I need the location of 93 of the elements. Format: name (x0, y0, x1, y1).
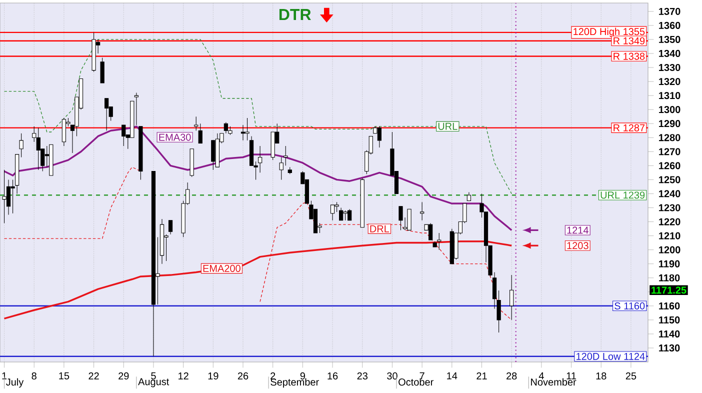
x-tick-label: 21 (476, 372, 487, 380)
y-tick-label: 1210 (659, 232, 680, 240)
x-tick-label: 29 (118, 372, 129, 380)
series-label: EMA30 (159, 134, 191, 141)
x-tick-label: 23 (357, 372, 368, 380)
y-tick-label: 1360 (659, 22, 680, 29)
candlestick (510, 274, 514, 320)
annotation: 1214 (567, 226, 588, 234)
ref-line-label: R 1287 (614, 124, 645, 132)
candlestick (194, 116, 198, 131)
x-tick-label: 19 (208, 372, 218, 380)
x-tick-label: 28 (506, 372, 517, 380)
candlestick (330, 204, 335, 221)
candlestick (343, 210, 348, 221)
candlestick (279, 156, 284, 180)
series-label: URL (438, 122, 458, 130)
candlestick (6, 179, 11, 216)
y-tick-label: 1350 (659, 36, 680, 43)
ref-line-label: 120D Low 1124 (576, 352, 645, 360)
candlestick (398, 206, 403, 230)
series-label: DRL (370, 225, 390, 232)
text: September (270, 378, 319, 388)
ref-line-label: R 1338 (614, 52, 645, 60)
ref-line-label: URL 1239 (600, 192, 645, 199)
y-tick-label: 1340 (659, 50, 680, 58)
candlestick (104, 98, 109, 131)
x-tick-label: 7 (420, 372, 424, 380)
candlestick (36, 128, 40, 170)
text: August (138, 378, 170, 388)
chart-title: DTR (279, 9, 311, 20)
candlestick (2, 170, 6, 224)
y-tick-label: 1280 (659, 134, 680, 142)
x-tick-label: 5 (151, 372, 156, 380)
y-tick-label: 1370 (659, 8, 680, 15)
y-tick-label: 1300 (659, 106, 680, 114)
y-tick-label: 1220 (659, 218, 680, 226)
candlestick (198, 123, 202, 144)
y-tick-label: 1230 (659, 204, 680, 212)
y-tick-label: 1180 (659, 274, 680, 282)
candlestick (377, 126, 382, 148)
candlestick (240, 124, 246, 141)
candlestick (168, 220, 173, 235)
y-tick-label: 1150 (659, 316, 680, 324)
candlestick (339, 207, 344, 221)
x-tick-label: 11 (566, 372, 576, 380)
y-tick-label: 1320 (659, 78, 680, 86)
x-tick-label: 16 (328, 372, 338, 380)
candlestick (62, 118, 66, 146)
candlestick (122, 124, 126, 146)
x-tick-label: 26 (238, 372, 248, 380)
candlestick (211, 140, 216, 170)
y-tick-label: 1240 (659, 190, 680, 198)
x-tick-label: 15 (59, 372, 70, 380)
candlestick (245, 118, 250, 141)
line-series (4, 39, 512, 194)
candlestick (420, 202, 424, 221)
text: 1171.25 (652, 286, 686, 294)
candlestick (10, 179, 15, 214)
x-tick-label: 8 (32, 372, 36, 380)
y-tick-label: 1140 (659, 330, 680, 338)
y-tick-label: 1270 (659, 148, 680, 156)
y-tick-label: 1130 (659, 344, 680, 352)
y-tick-label: 1330 (659, 64, 680, 72)
candlestick (100, 57, 104, 84)
text: November (531, 378, 576, 386)
y-tick-label: 1310 (659, 92, 680, 100)
series-label: EMA200 (203, 264, 240, 272)
x-tick-label: 14 (447, 372, 458, 380)
x-tick-label: 30 (387, 372, 398, 380)
x-tick-label: 22 (88, 372, 99, 380)
y-tick-label: 1160 (659, 302, 680, 310)
x-tick-label: 9 (300, 372, 305, 380)
candlestick (313, 208, 318, 234)
text: October (398, 378, 434, 386)
candlestick (437, 232, 442, 250)
annotation: 1203 (567, 242, 588, 250)
x-tick-label: 25 (626, 372, 636, 380)
x-tick-label: 4 (538, 372, 544, 380)
x-tick-label: 12 (178, 372, 188, 380)
x-tick-label: 18 (596, 372, 606, 380)
ref-line-label: 120D High 1355 (574, 28, 645, 38)
candlestick (407, 208, 412, 230)
candlestick (284, 146, 288, 166)
candlestick (19, 133, 24, 158)
y-tick-label: 1250 (659, 176, 680, 184)
y-tick-label: 1200 (659, 246, 680, 254)
y-tick-label: 1260 (659, 162, 680, 170)
y-tick-label: 1190 (659, 260, 680, 268)
y-tick-label: 1290 (659, 120, 680, 128)
text: July (6, 378, 24, 388)
ref-line-label: S 1160 (614, 302, 645, 310)
candlestick (334, 202, 339, 212)
ref-line-label: R 1349 (614, 37, 645, 44)
